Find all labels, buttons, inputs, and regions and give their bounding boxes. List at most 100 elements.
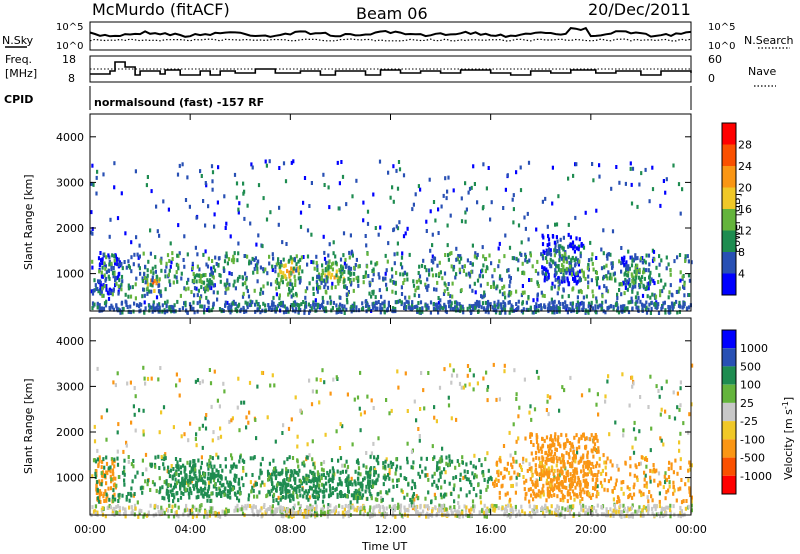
heatmap-cell — [165, 261, 168, 266]
heatmap-cell — [150, 376, 153, 381]
heatmap-cell — [105, 437, 108, 442]
heatmap-cell — [555, 447, 558, 452]
heatmap-cell — [500, 308, 504, 313]
heatmap-cell — [631, 306, 634, 311]
heatmap-cell — [371, 305, 375, 310]
heatmap-cell — [329, 469, 332, 474]
heatmap-cell — [213, 472, 216, 477]
heatmap-cell — [641, 293, 645, 298]
heatmap-cell — [372, 272, 375, 277]
heatmap-cell — [418, 306, 422, 311]
heatmap-cell — [554, 268, 557, 273]
heatmap-cell — [120, 261, 123, 266]
heatmap-cell — [287, 292, 290, 297]
heatmap-cell — [469, 261, 472, 265]
heatmap-cell — [349, 505, 352, 510]
heatmap-cell — [545, 478, 549, 483]
freq-tick-low: 8 — [68, 72, 75, 85]
heatmap-cell — [194, 463, 197, 468]
heatmap-cell — [556, 277, 560, 282]
heatmap-cell — [170, 492, 173, 497]
heatmap-cell — [305, 304, 308, 309]
heatmap-cell — [149, 251, 152, 256]
heatmap-cell — [595, 494, 598, 499]
heatmap-cell — [585, 464, 588, 469]
heatmap-cell — [509, 503, 512, 508]
heatmap-cell — [180, 434, 183, 439]
heatmap-cell — [270, 488, 273, 493]
heatmap-cell — [337, 458, 340, 463]
heatmap-cell — [486, 451, 489, 456]
heatmap-cell — [131, 511, 134, 516]
heatmap-cell — [207, 256, 210, 261]
heatmap-cell — [243, 254, 246, 258]
heatmap-cell — [299, 276, 302, 281]
heatmap-cell — [273, 469, 276, 474]
heatmap-cell — [229, 488, 232, 492]
heatmap-cell — [92, 289, 95, 293]
heatmap-cell — [359, 505, 362, 510]
heatmap-cell — [486, 387, 489, 392]
heatmap-cell — [430, 267, 434, 272]
heatmap-cell — [606, 289, 610, 294]
heatmap-cell — [163, 466, 166, 471]
heatmap-cell — [182, 258, 185, 262]
heatmap-cell — [524, 254, 527, 259]
heatmap-cell — [680, 509, 683, 514]
heatmap-cell — [554, 261, 557, 266]
heatmap-cell — [144, 264, 147, 269]
heatmap-cell — [406, 441, 409, 446]
heatmap-cell — [546, 243, 549, 248]
heatmap-cell — [562, 442, 566, 447]
heatmap-cell — [530, 514, 533, 519]
heatmap-cell — [506, 513, 509, 518]
heatmap-cell — [375, 478, 378, 483]
heatmap-cell — [550, 504, 553, 509]
heatmap-cell — [556, 291, 559, 296]
heatmap-cell — [491, 274, 494, 279]
cpid-text: normalsound (fast) -157 RF — [94, 96, 264, 109]
heatmap-cell — [474, 301, 477, 306]
heatmap-cell — [410, 465, 413, 470]
heatmap-cell — [337, 281, 340, 286]
heatmap-cell — [410, 307, 413, 312]
heatmap-cell — [357, 493, 360, 498]
heatmap-cell — [457, 494, 460, 499]
heatmap-cell — [580, 393, 584, 398]
heatmap-cell — [207, 204, 210, 209]
heatmap-cell — [256, 307, 259, 312]
heatmap-cell — [111, 494, 115, 499]
heatmap-cell — [153, 482, 156, 487]
heatmap-cell — [221, 509, 224, 514]
heatmap-cell — [332, 377, 335, 382]
heatmap-cell — [347, 489, 350, 494]
heatmap-cell — [529, 251, 532, 256]
heatmap-cell — [96, 480, 99, 485]
heatmap-cell — [178, 163, 181, 168]
heatmap-cell — [663, 506, 666, 511]
heatmap-cell — [304, 514, 307, 519]
heatmap-cell — [511, 506, 514, 511]
heatmap-cell — [324, 432, 327, 437]
heatmap-cell — [330, 509, 333, 514]
heatmap-cell — [400, 292, 404, 296]
heatmap-cell — [129, 294, 133, 299]
heatmap-cell — [480, 463, 483, 468]
heatmap-cell — [471, 243, 474, 248]
heatmap-cell — [117, 275, 120, 280]
heatmap-cell — [426, 473, 429, 477]
heatmap-cell — [570, 242, 573, 247]
heatmap-cell — [580, 268, 583, 273]
heatmap-cell — [290, 288, 293, 293]
heatmap-cell — [320, 476, 323, 481]
heatmap-cell — [254, 309, 257, 314]
heatmap-cell — [625, 279, 628, 284]
heatmap-cell — [487, 304, 490, 309]
heatmap-cell — [255, 299, 258, 304]
heatmap-cell — [678, 300, 681, 305]
heatmap-cell — [487, 310, 490, 315]
heatmap-cell — [189, 488, 192, 493]
heatmap-cell — [377, 473, 380, 478]
heatmap-cell — [259, 287, 263, 292]
heatmap-cell — [509, 453, 512, 458]
